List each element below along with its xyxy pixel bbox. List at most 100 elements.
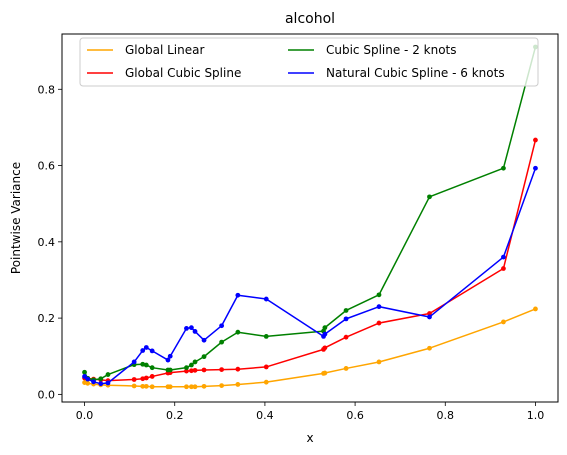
data-point [501, 319, 506, 325]
data-point [263, 296, 269, 302]
data-point [376, 304, 382, 310]
data-point [427, 194, 432, 200]
data-point [235, 366, 241, 372]
legend-label: Cubic Spline - 2 knots [326, 43, 457, 57]
data-point [219, 339, 225, 345]
data-point [343, 366, 349, 371]
y-tick-label: 0.8 [38, 83, 56, 96]
data-point [219, 323, 225, 329]
x-tick-label: 0.4 [256, 409, 274, 422]
chart-title: alcohol [285, 11, 335, 27]
data-point [98, 376, 104, 382]
data-point [184, 384, 189, 390]
x-axis-label: x [306, 431, 313, 445]
y-axis-label: Pointwise Variance [9, 162, 23, 274]
series-2 [82, 44, 538, 383]
data-point [85, 380, 91, 386]
data-point [343, 316, 349, 322]
data-point [143, 383, 149, 389]
data-point [263, 334, 269, 339]
data-point [189, 384, 194, 390]
legend-item: Cubic Spline - 2 knots [288, 43, 457, 57]
legend: Global Linear Global Cubic Spline Cubic Sp… [79, 37, 539, 87]
y-tick-label: 0.4 [38, 236, 56, 249]
data-point [235, 382, 241, 387]
data-point [91, 379, 96, 385]
data-point [184, 365, 189, 371]
data-point [98, 381, 104, 387]
y-tick-label: 0.0 [38, 388, 56, 401]
x-axis: 0.0 0.2 0.4 0.6 0.8 1.0 [76, 402, 544, 422]
data-point [131, 377, 137, 382]
data-point [343, 308, 349, 313]
data-point [105, 380, 111, 386]
data-point [533, 137, 538, 143]
data-point [143, 362, 149, 368]
legend-label: Global Linear [125, 43, 204, 57]
legend-label: Natural Cubic Spline - 6 knots [326, 66, 505, 80]
data-point [167, 367, 173, 373]
data-point [140, 383, 146, 389]
data-point [322, 331, 328, 337]
data-point [143, 345, 149, 350]
data-point [167, 384, 173, 390]
data-point [140, 348, 146, 353]
x-tick-label: 0.6 [346, 409, 364, 422]
data-point [501, 266, 506, 271]
series-layer [82, 44, 538, 390]
data-point [189, 325, 194, 331]
data-point [322, 325, 328, 331]
data-point [165, 357, 171, 363]
legend-item: Global Linear [87, 43, 204, 57]
data-point [143, 375, 149, 381]
data-point [189, 368, 194, 374]
data-point [322, 370, 328, 376]
data-point [140, 361, 146, 367]
data-point [192, 359, 198, 365]
data-point [189, 362, 194, 368]
data-point [322, 345, 328, 351]
data-point [533, 306, 538, 312]
data-point [501, 254, 506, 260]
legend-item: Global Cubic Spline [87, 66, 241, 80]
data-point [376, 359, 382, 365]
plot-area-frame [61, 33, 559, 403]
data-point [184, 368, 189, 374]
data-point [427, 311, 432, 316]
data-point [167, 353, 173, 359]
series-line [84, 139, 537, 382]
data-point [105, 372, 111, 377]
series-1 [82, 137, 538, 384]
x-tick-label: 0.8 [437, 409, 455, 422]
data-point [192, 367, 198, 373]
data-point [533, 165, 538, 171]
legend-item: Natural Cubic Spline - 6 knots [288, 66, 505, 80]
data-point [201, 367, 207, 373]
y-axis: 0.0 0.2 0.4 0.6 0.8 [38, 83, 62, 401]
data-point [82, 374, 87, 379]
data-point [343, 334, 349, 340]
series-line [83, 46, 537, 381]
legend-frame [79, 37, 539, 87]
data-point [192, 384, 198, 390]
data-point [131, 359, 137, 365]
data-point [192, 329, 198, 334]
data-point [149, 348, 155, 354]
data-point [427, 314, 432, 320]
data-point [376, 320, 382, 326]
y-tick-label: 0.2 [38, 312, 56, 325]
data-point [85, 376, 91, 382]
data-point [263, 379, 269, 385]
data-point [201, 354, 207, 360]
series-3 [82, 165, 538, 387]
data-point [501, 165, 506, 171]
data-point [376, 292, 382, 298]
data-point [149, 384, 155, 390]
x-tick-label: 1.0 [527, 409, 545, 422]
data-point [131, 383, 137, 389]
data-point [235, 329, 241, 335]
data-point [219, 367, 225, 372]
data-point [235, 292, 241, 298]
data-point [140, 376, 146, 382]
